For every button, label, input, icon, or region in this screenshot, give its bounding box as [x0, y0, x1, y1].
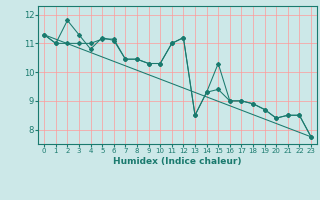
- X-axis label: Humidex (Indice chaleur): Humidex (Indice chaleur): [113, 157, 242, 166]
